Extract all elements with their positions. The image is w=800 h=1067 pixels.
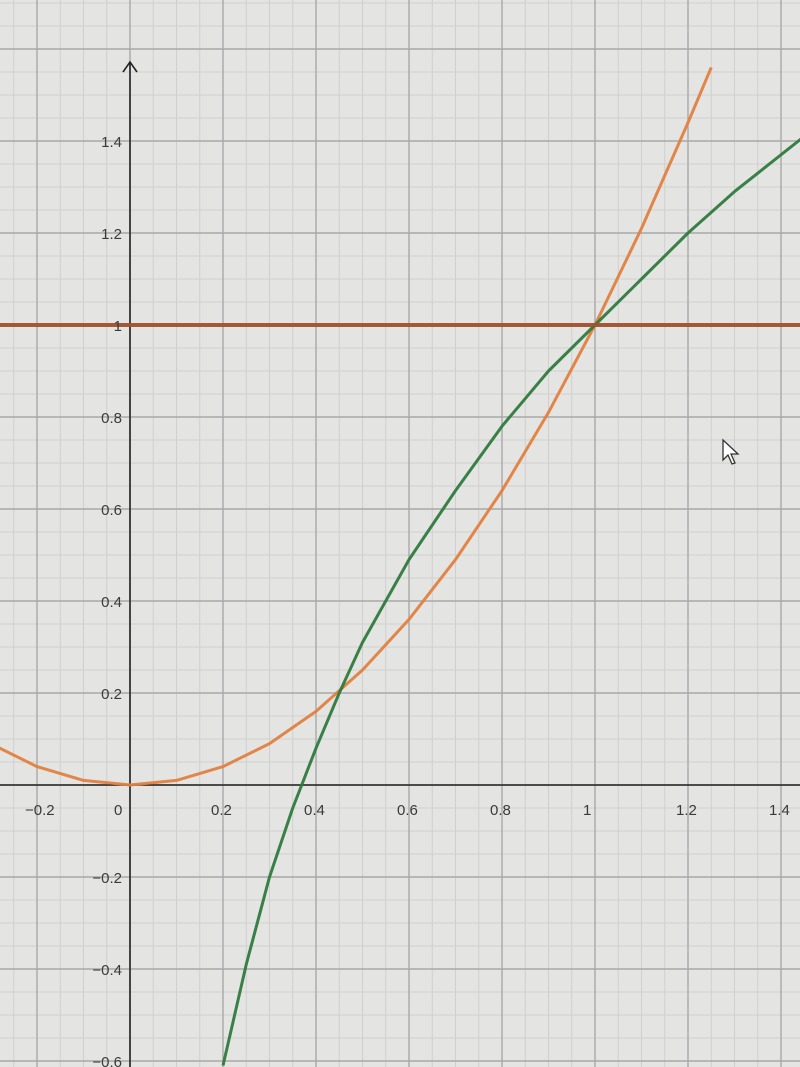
x-tick-label: 1.2 <box>676 802 697 819</box>
y-tick-label: 0.4 <box>101 594 122 611</box>
x-tick-label: 0.2 <box>211 802 232 819</box>
x-tick-label: 0.8 <box>490 802 511 819</box>
y-tick-label: −0.2 <box>92 870 122 887</box>
mouse-pointer-icon <box>722 438 740 465</box>
x-tick-label: 1 <box>583 802 591 819</box>
y-axis-arrow-icon <box>122 60 138 73</box>
x-tick-label: 0.6 <box>397 802 418 819</box>
y-tick-label: 0.6 <box>101 502 122 519</box>
axes <box>0 60 800 1067</box>
tick-labels: −0.2 0 0.2 0.4 0.6 0.8 1 1.2 1.4 1.4 1.2 1 0.8 0.6 0.4… <box>25 134 790 1067</box>
y-tick-label: 0.2 <box>101 686 122 703</box>
series-1-line <box>221 137 800 1066</box>
y-tick-label: 1 <box>114 318 122 335</box>
y-tick-label: 1.2 <box>101 226 122 243</box>
x-tick-label: 1.4 <box>769 802 790 819</box>
y-tick-label: 0.8 <box>101 410 122 427</box>
series-0-line <box>0 66 713 787</box>
x-tick-label: 0.4 <box>304 802 325 819</box>
y-tick-label: −0.6 <box>92 1054 122 1067</box>
y-tick-label: 1.4 <box>101 134 122 151</box>
curves <box>0 66 800 1066</box>
x-tick-label: −0.2 <box>25 802 55 819</box>
y-tick-label: −0.4 <box>92 962 122 979</box>
x-tick-label: 0 <box>114 802 122 819</box>
